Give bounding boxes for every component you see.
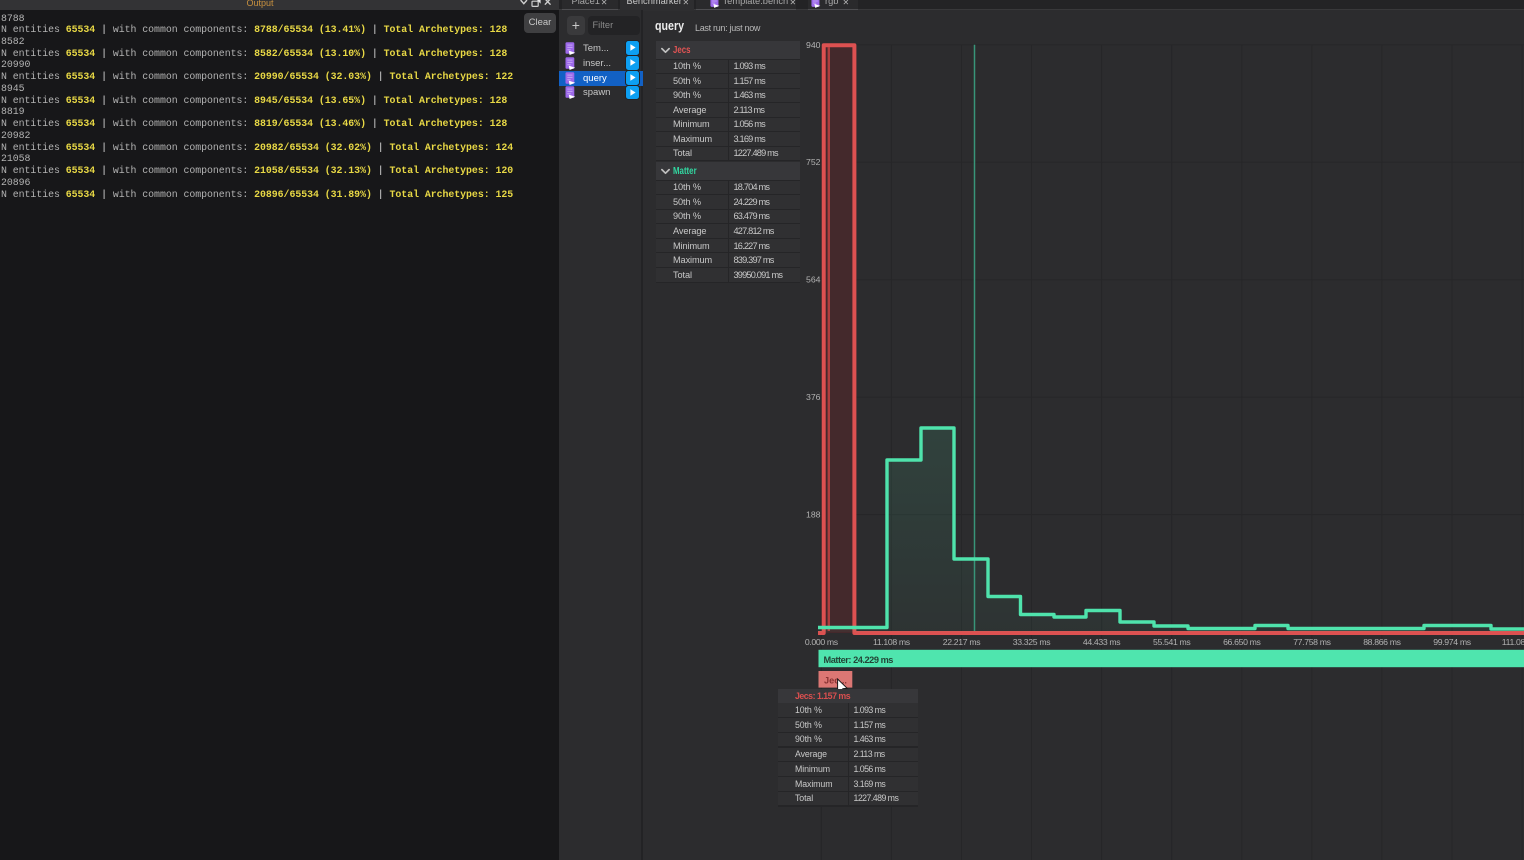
svg-text:77.758 ms: 77.758 ms [1293, 637, 1331, 647]
svg-text:0.000 ms: 0.000 ms [805, 637, 839, 647]
svg-text:33.325 ms: 33.325 ms [1013, 637, 1051, 647]
svg-text:Jec...: Jec... [824, 675, 847, 685]
svg-text:55.541 ms: 55.541 ms [1153, 637, 1191, 647]
svg-text:564: 564 [806, 275, 821, 285]
svg-text:752: 752 [806, 157, 821, 167]
svg-text:376: 376 [806, 392, 821, 402]
svg-text:66.650 ms: 66.650 ms [1223, 637, 1261, 647]
svg-text:Matter: 24.229 ms: Matter: 24.229 ms [824, 655, 894, 665]
svg-text:940: 940 [806, 40, 821, 50]
svg-text:111.083 ms: 111.083 ms [1502, 637, 1524, 647]
svg-text:188: 188 [806, 510, 821, 520]
svg-text:88.866 ms: 88.866 ms [1363, 637, 1401, 647]
svg-text:99.974 ms: 99.974 ms [1433, 637, 1471, 647]
svg-text:44.433 ms: 44.433 ms [1083, 637, 1121, 647]
svg-text:11.108 ms: 11.108 ms [873, 637, 911, 647]
svg-text:22.217 ms: 22.217 ms [943, 637, 981, 647]
